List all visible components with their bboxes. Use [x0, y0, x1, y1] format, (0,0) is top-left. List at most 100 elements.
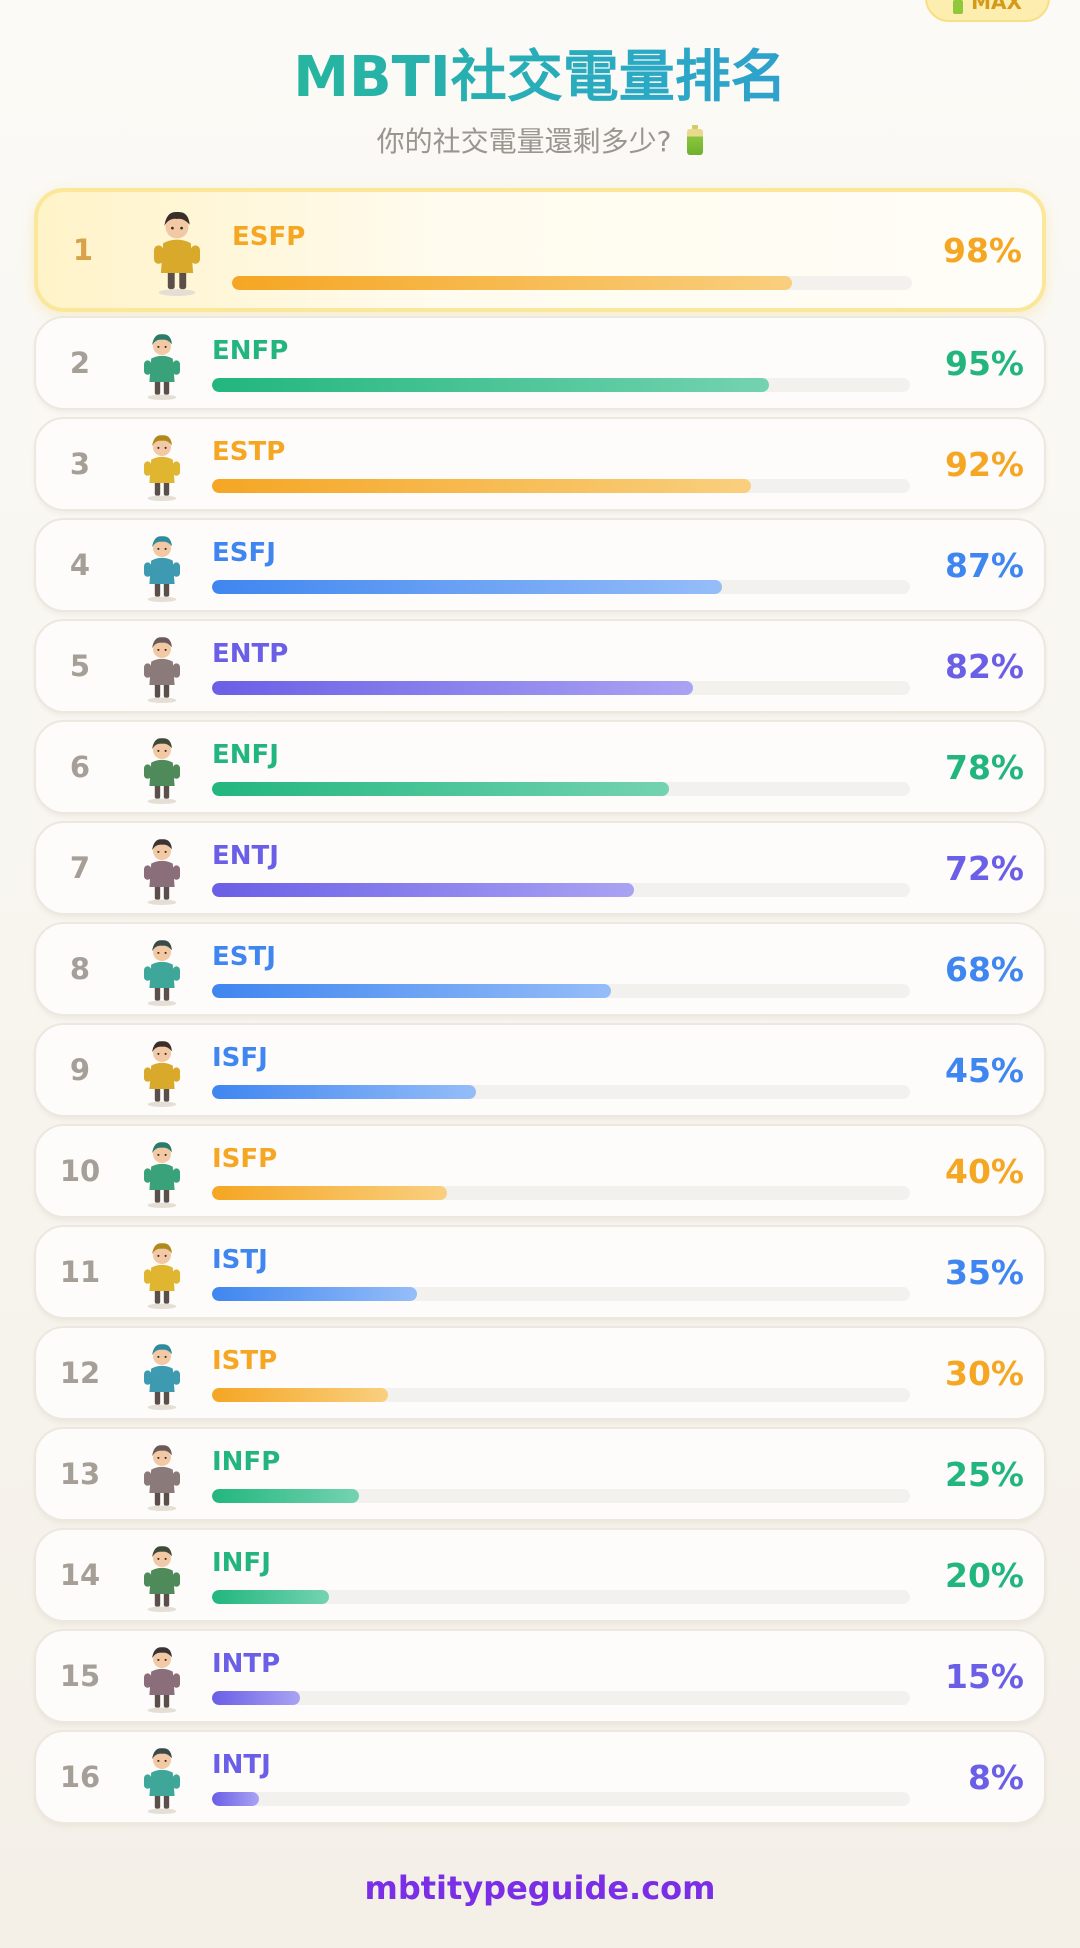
character-icon — [144, 637, 180, 703]
character-icon — [144, 839, 180, 905]
rank-number: 13 — [59, 1457, 101, 1491]
character-icon — [144, 940, 180, 1006]
rank-number: 11 — [59, 1255, 101, 1289]
bar-track — [212, 984, 910, 998]
ranking-row-isfp: 10 ISFP 40% — [34, 1124, 1046, 1218]
type-label: ENFJ — [212, 740, 279, 770]
bar-track — [212, 580, 910, 594]
bar-track — [232, 276, 912, 290]
percentage-label: 20% — [945, 1555, 1024, 1595]
bar-fill — [212, 1186, 447, 1200]
percentage-label: 30% — [945, 1353, 1024, 1393]
character-icon — [144, 435, 180, 501]
bar-track — [212, 1691, 910, 1705]
type-label: INTJ — [212, 1750, 271, 1780]
percentage-label: 15% — [945, 1656, 1024, 1696]
rank-number: 8 — [69, 952, 91, 986]
percentage-label: 95% — [945, 343, 1024, 383]
bar-fill — [212, 1287, 418, 1301]
character-icon — [144, 1041, 180, 1107]
ranking-row-entp: 5 ENTP 82% — [34, 619, 1046, 713]
rank-number: 12 — [59, 1356, 101, 1390]
ranking-row-estp: 3 ESTP 92% — [34, 417, 1046, 511]
ranking-row-esfp: 1 ESFP 98% — [34, 188, 1046, 312]
ranking-row-infj: 14 INFJ 20% — [34, 1528, 1046, 1622]
bar-track — [212, 1388, 910, 1402]
ranking-row-istp: 12 ISTP 30% — [34, 1326, 1046, 1420]
ranking-row-infp: 13 INFP 25% — [34, 1427, 1046, 1521]
ranking-row-esfj: 4 ESFJ 87% — [34, 518, 1046, 612]
page-subtitle: 你的社交電量還剩多少? — [0, 122, 1080, 162]
bar-fill — [232, 276, 792, 290]
bar-fill — [212, 782, 670, 796]
type-label: ESFP — [232, 222, 306, 252]
type-label: ESTP — [212, 437, 286, 467]
battery-icon — [953, 0, 964, 14]
type-label: ESTJ — [212, 942, 276, 972]
character-icon — [144, 1243, 180, 1309]
bar-track — [212, 1590, 910, 1604]
character-icon — [144, 1546, 180, 1612]
percentage-label: 82% — [945, 646, 1024, 686]
ranking-row-enfj: 6 ENFJ 78% — [34, 720, 1046, 814]
percentage-label: 35% — [945, 1252, 1024, 1292]
ranking-row-intp: 15 INTP 15% — [34, 1629, 1046, 1723]
character-icon — [144, 1142, 180, 1208]
bar-track — [212, 1792, 910, 1806]
rank-number: 10 — [59, 1154, 101, 1188]
max-badge-label: MAX — [971, 0, 1022, 14]
percentage-label: 92% — [945, 444, 1024, 484]
type-label: ENTP — [212, 639, 289, 669]
character-icon — [144, 1647, 180, 1713]
rank-number: 4 — [69, 548, 91, 582]
footer-site: mbtitypeguide.com — [364, 1869, 716, 1907]
page-title: MBTI社交電量排名 — [0, 42, 1080, 114]
bar-fill — [212, 883, 635, 897]
rank-number: 9 — [69, 1053, 91, 1087]
character-icon — [144, 1445, 180, 1511]
character-icon — [144, 738, 180, 804]
ranking-row-isfj: 9 ISFJ 45% — [34, 1023, 1046, 1117]
character-icon — [144, 334, 180, 400]
rank-number: 14 — [59, 1558, 101, 1592]
ranking-row-intj: 16 INTJ 8% — [34, 1730, 1046, 1824]
bar-track — [212, 1186, 910, 1200]
character-icon — [144, 1344, 180, 1410]
ranking-row-istj: 11 ISTJ 35% — [34, 1225, 1046, 1319]
bar-fill — [212, 1388, 388, 1402]
bar-fill — [212, 1691, 300, 1705]
bar-track — [212, 883, 910, 897]
percentage-label: 98% — [943, 230, 1022, 270]
ranking-row-enfp: 2 ENFP 95% — [34, 316, 1046, 410]
bar-track — [212, 1085, 910, 1099]
max-badge: MAX — [925, 0, 1050, 22]
type-label: ISFP — [212, 1144, 278, 1174]
bar-track — [212, 681, 910, 695]
rank-number: 1 — [72, 233, 94, 267]
rank-number: 15 — [59, 1659, 101, 1693]
battery-icon — [687, 125, 704, 155]
type-label: ENFP — [212, 336, 289, 366]
bar-track — [212, 378, 910, 392]
bar-fill — [212, 580, 723, 594]
bar-track — [212, 479, 910, 493]
type-label: ISTP — [212, 1346, 278, 1376]
character-icon — [144, 536, 180, 602]
bar-track — [212, 1287, 910, 1301]
percentage-label: 25% — [945, 1454, 1024, 1494]
rank-number: 3 — [69, 447, 91, 481]
percentage-label: 45% — [945, 1050, 1024, 1090]
bar-fill — [212, 984, 611, 998]
bar-fill — [212, 1085, 476, 1099]
bar-fill — [212, 479, 752, 493]
bar-fill — [212, 1590, 330, 1604]
type-label: INFJ — [212, 1548, 271, 1578]
rank-number: 2 — [69, 346, 91, 380]
percentage-label: 8% — [967, 1757, 1024, 1797]
type-label: ENTJ — [212, 841, 279, 871]
type-label: INFP — [212, 1447, 281, 1477]
bar-fill — [212, 1792, 259, 1806]
rank-number: 5 — [69, 649, 91, 683]
ranking-row-entj: 7 ENTJ 72% — [34, 821, 1046, 915]
